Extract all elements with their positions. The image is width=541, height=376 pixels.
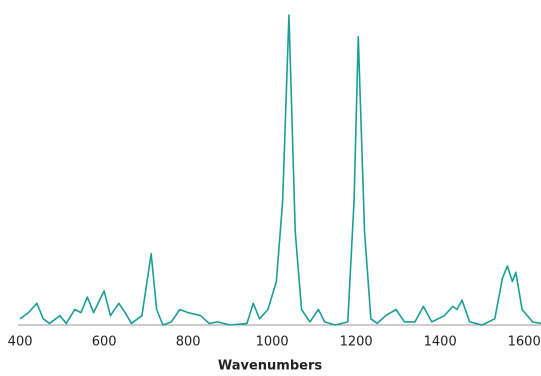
- x-tick-label: 1400: [424, 335, 457, 350]
- x-tick-label: 1000: [256, 335, 289, 350]
- x-tick-label: 1200: [340, 335, 373, 350]
- x-tick-label: 400: [8, 335, 33, 350]
- x-tick-label: 600: [92, 335, 117, 350]
- x-tick-label: 800: [176, 335, 201, 350]
- x-tick-label: 1600: [508, 335, 541, 350]
- spectrum-line: [19, 14, 541, 326]
- x-axis-label: Wavenumbers: [218, 359, 323, 374]
